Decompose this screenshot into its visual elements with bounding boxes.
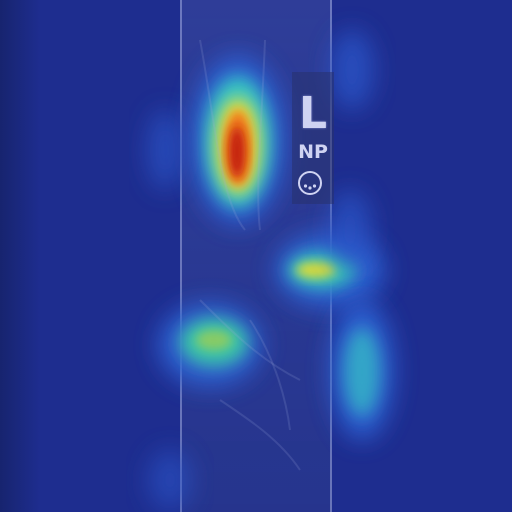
heat-region-faint-left [147, 110, 192, 510]
circle-dots-icon [298, 171, 322, 195]
heat-region-upper [190, 55, 286, 225]
marker-code: NP [298, 141, 328, 163]
anatomy-shadows [199, 39, 301, 471]
heat-region-right-lower [330, 300, 394, 440]
marker-letter: L [298, 88, 327, 139]
heat-region-right-upper [328, 30, 374, 270]
heat-region-left-lower [158, 303, 262, 387]
left-edge-shade [0, 0, 40, 512]
